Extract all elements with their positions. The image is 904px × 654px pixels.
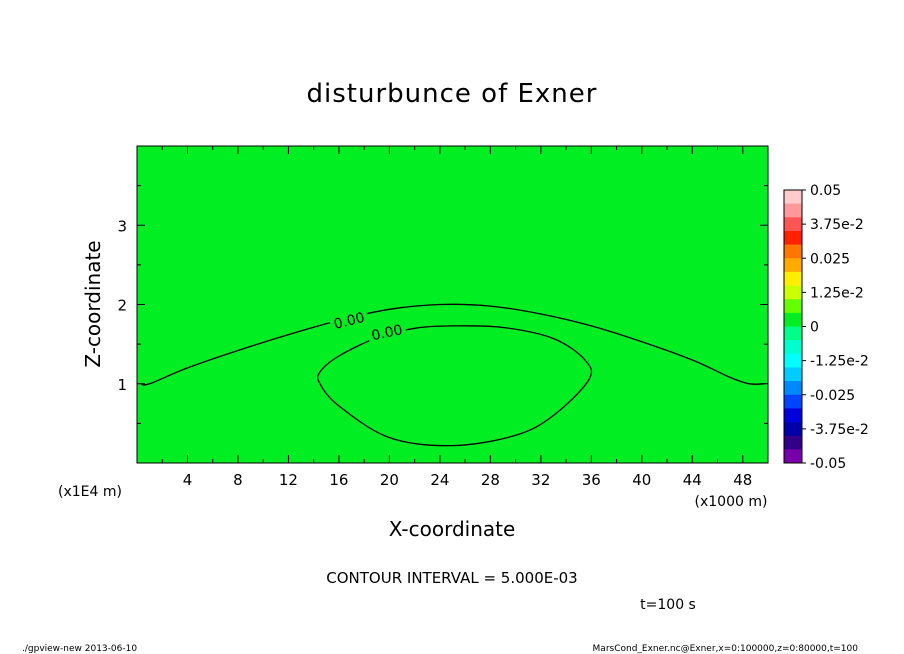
colorbar-segment	[784, 449, 802, 464]
y-tick-label: 2	[117, 297, 127, 315]
colorbar-label: 0	[810, 320, 819, 336]
colorbar-label: 1.25e-2	[810, 285, 864, 301]
x-tick-label: 24	[430, 471, 449, 489]
colorbar-segment	[784, 408, 802, 423]
contour-line	[140, 303, 765, 386]
colorbar-segment	[784, 190, 802, 204]
colorbar-label: -1.25e-2	[810, 354, 869, 370]
x-tick-label: 12	[279, 471, 298, 489]
colorbar-segment	[784, 230, 802, 245]
colorbar-segment	[784, 217, 802, 232]
x-tick-label: 8	[233, 471, 243, 489]
colorbar-segment	[784, 394, 802, 409]
colorbar-label: -0.025	[810, 388, 855, 404]
contour-label-bg	[328, 308, 370, 332]
x-tick-label: 48	[733, 471, 752, 489]
colorbar-segment	[784, 285, 802, 300]
colorbar-label: -0.05	[810, 456, 846, 472]
x-tick-label: 40	[632, 471, 651, 489]
y-tick-label: 1	[117, 376, 127, 394]
colorbar-segment	[784, 353, 802, 368]
x-tick-label: 16	[329, 471, 348, 489]
colorbar-label: -3.75e-2	[810, 422, 869, 438]
x-tick-label: 32	[531, 471, 550, 489]
colorbar-segment	[784, 422, 802, 436]
y-axis-label: Z-coordinate	[81, 240, 105, 367]
contour-label-text: 0.00	[370, 322, 404, 344]
contour-label-text: 0.00	[332, 310, 366, 333]
colorbar-labels: 0.05 3.75e-2 0.025 1.25e-2 0 -1.25e-2 -0.025 -3…	[802, 183, 869, 472]
colorbar-segment	[784, 340, 802, 355]
colorbar-segment	[784, 271, 802, 286]
colorbar-segment	[784, 312, 802, 327]
colorbar-segment	[784, 203, 802, 218]
colorbar-segment	[784, 326, 802, 341]
contour-label: 0.00	[328, 308, 370, 333]
colorbar-segment	[784, 381, 802, 396]
colorbar-label: 0.025	[810, 251, 850, 267]
x-axis-label: X-coordinate	[389, 517, 516, 541]
x-axis-ticks: 4 8 12 16 20 24 28 32 36 40 44 48	[161, 146, 752, 489]
colorbar-label: 0.05	[810, 183, 841, 199]
x-tick-label: 36	[582, 471, 601, 489]
time-text: t=100 s	[640, 597, 696, 613]
footer-right: MarsCond_Exner.nc@Exner,x=0:100000,z=0:8…	[593, 644, 859, 654]
colorbar	[783, 189, 803, 464]
x-tick-label: 44	[683, 471, 702, 489]
colorbar-segment	[784, 435, 802, 450]
y-scale-label: (x1E4 m)	[58, 484, 122, 500]
x-scale-label: (x1000 m)	[695, 494, 768, 510]
colorbar-segment	[784, 367, 802, 382]
x-tick-label: 4	[183, 471, 193, 489]
contour-interval-text: CONTOUR INTERVAL = 5.000E-03	[326, 569, 577, 587]
x-tick-label: 28	[481, 471, 500, 489]
colorbar-label: 3.75e-2	[810, 217, 864, 233]
chart-title: disturbunce of Exner	[307, 79, 598, 109]
colorbar-segment	[784, 299, 802, 314]
colorbar-segment	[784, 244, 802, 259]
contour-lines: 0.000.00	[140, 303, 765, 447]
y-axis-ticks: 1 2 3	[117, 185, 768, 424]
y-tick-label: 3	[117, 217, 127, 235]
footer-left: ./gpview-new 2013-06-10	[22, 644, 137, 654]
contour-label-bg	[366, 321, 407, 344]
colorbar-segment	[784, 258, 802, 273]
x-tick-label: 20	[380, 471, 399, 489]
contour-label: 0.00	[366, 321, 407, 344]
